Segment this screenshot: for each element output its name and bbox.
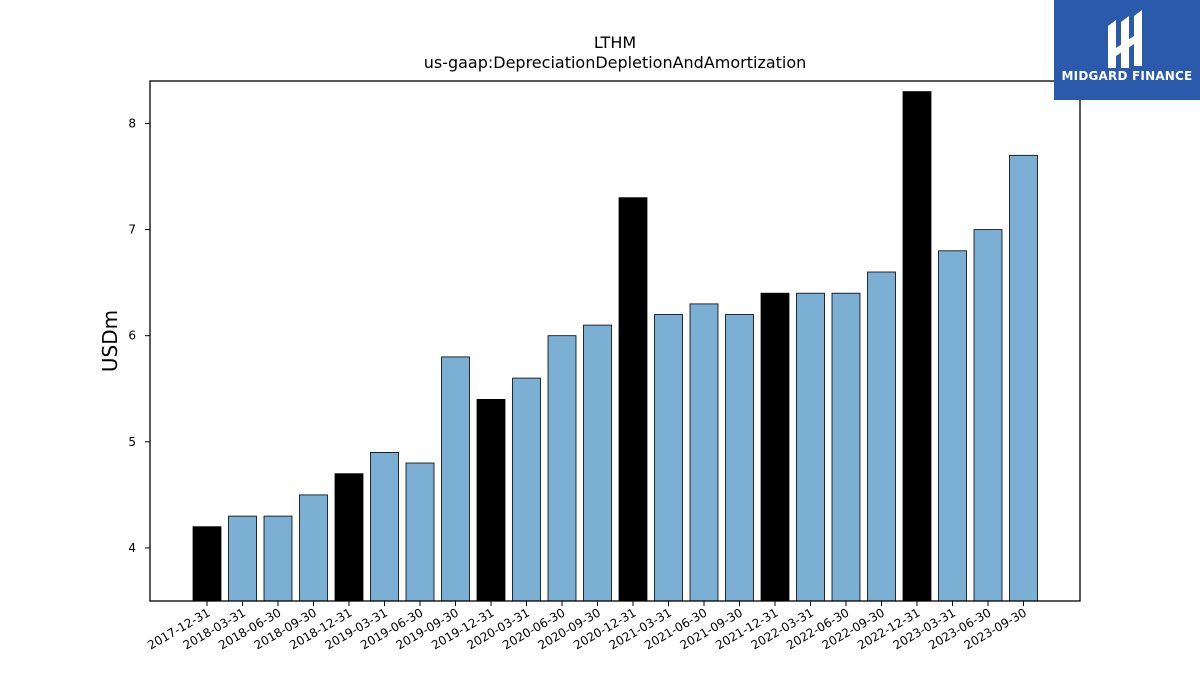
- bar-2023-03-31: [938, 250, 967, 602]
- bar-2018-09-30: [299, 494, 328, 602]
- bar-2019-12-31: [476, 398, 506, 602]
- chart-title: LTHM: [594, 33, 636, 52]
- bar-2022-03-31: [796, 292, 825, 602]
- bar-2021-09-30: [725, 314, 754, 602]
- y-axis-label: USDm: [98, 310, 122, 372]
- bar-2022-06-30: [831, 292, 861, 602]
- bar-2018-03-31: [228, 515, 257, 602]
- bar-2023-06-30: [973, 229, 1003, 602]
- plot-frame: [149, 80, 1081, 602]
- bar-2017-12-31: [192, 526, 222, 602]
- y-tick-label: 5: [128, 435, 136, 449]
- logo-text: MIDGARD FINANCE: [1061, 69, 1193, 83]
- bar-2021-06-30: [689, 303, 719, 602]
- bar-2018-06-30: [263, 515, 293, 602]
- y-tick-label: 4: [128, 541, 136, 555]
- bar-2019-06-30: [405, 462, 435, 602]
- bar-2022-09-30: [867, 271, 896, 602]
- y-tick-label: 8: [128, 116, 136, 130]
- bar-2019-09-30: [441, 356, 470, 602]
- bar-2021-12-31: [760, 292, 790, 602]
- chart-subtitle: us-gaap:DepreciationDepletionAndAmortiza…: [424, 53, 807, 72]
- bar-2022-12-31: [902, 91, 932, 602]
- bar-2019-03-31: [370, 451, 399, 602]
- bar-2020-03-31: [512, 377, 541, 602]
- midgard-finance-logo: MIDGARD FINANCE: [1054, 0, 1200, 100]
- bar-2018-12-31: [334, 473, 364, 602]
- y-tick-label: 7: [128, 223, 136, 237]
- bar-2020-09-30: [583, 324, 612, 602]
- bar-2020-06-30: [547, 335, 577, 602]
- bar-2020-12-31: [618, 197, 648, 602]
- y-tick-label: 6: [128, 329, 136, 343]
- logo-mark-icon: [1108, 10, 1142, 68]
- bar-2023-09-30: [1009, 154, 1038, 602]
- bar-2021-03-31: [654, 314, 683, 602]
